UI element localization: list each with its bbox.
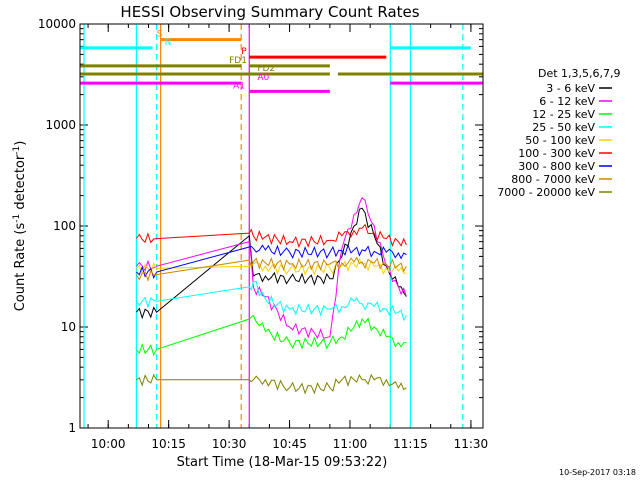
- legend-title: Det 1,3,5,6,7,9: [538, 67, 621, 80]
- flag-label: S: [157, 30, 163, 40]
- legend-entry-label: 12 - 25 keV: [532, 108, 595, 121]
- y-axis-label-mid: detector: [13, 154, 28, 214]
- legend-entry-label: 3 - 6 keV: [546, 82, 595, 95]
- legend-entry-label: 7000 - 20000 keV: [497, 186, 595, 199]
- flag-label: N: [165, 38, 172, 48]
- legend-entry-label: 300 - 800 keV: [518, 160, 595, 173]
- timestamp: 10-Sep-2017 03:18: [559, 468, 636, 477]
- y-axis-label-main: Count Rate (s: [13, 223, 28, 312]
- flag-label: P: [241, 47, 247, 57]
- flag-label: FD1: [229, 56, 247, 66]
- flag-bars: [80, 38, 483, 93]
- series-line: [135, 256, 407, 282]
- x-tick-label: 10:45: [272, 437, 307, 451]
- x-tick-label: 10:00: [91, 437, 126, 451]
- series-line: [136, 243, 407, 280]
- y-tick-label: 10: [61, 320, 76, 334]
- legend-entry-label: 25 - 50 keV: [532, 121, 595, 134]
- y-tick-labels: 1 10 100 1000 10000: [38, 17, 76, 435]
- axis-ticks: [80, 23, 483, 429]
- y-tick-label: 1000: [45, 118, 76, 132]
- y-axis-label-end: ): [13, 141, 28, 146]
- flag-label: FD2: [257, 64, 275, 74]
- y-tick-label: 100: [53, 219, 76, 233]
- series-line: [136, 257, 407, 276]
- y-axis-label: Count Rate (s-1 detector-1): [12, 141, 28, 312]
- series-line: [135, 281, 407, 322]
- legend-entry-label: 6 - 12 keV: [539, 95, 595, 108]
- x-axis-label: Start Time (18-Mar-15 09:53:22): [177, 455, 388, 470]
- flag-label: A0: [257, 73, 269, 83]
- y-tick-label: 10000: [38, 17, 76, 31]
- x-tick-label: 10:15: [151, 437, 186, 451]
- data-series: [135, 196, 407, 395]
- y-tick-label: 1: [68, 421, 76, 435]
- flag-label: A1: [233, 81, 245, 91]
- series-line: [136, 373, 407, 395]
- x-tick-label: 11:00: [333, 437, 368, 451]
- x-tick-labels: 10:00 10:15 10:30 10:45 11:00 11:15 11:30: [91, 437, 488, 451]
- y-axis-label-sup2: -1: [12, 146, 22, 155]
- series-line: [136, 314, 407, 357]
- chart-title: HESSI Observing Summary Count Rates: [120, 3, 419, 21]
- legend-entry-label: 100 - 300 keV: [518, 147, 595, 160]
- x-tick-label: 11:15: [393, 437, 428, 451]
- x-tick-label: 11:30: [454, 437, 489, 451]
- x-tick-label: 10:30: [212, 437, 247, 451]
- legend-entry-label: 50 - 100 keV: [525, 134, 595, 147]
- series-line: [135, 223, 407, 249]
- plot-frame: [79, 23, 484, 429]
- y-axis-label-sup1: -1: [12, 214, 22, 223]
- series-line: [136, 207, 407, 320]
- legend-entry-label: 800 - 7000 keV: [511, 173, 595, 186]
